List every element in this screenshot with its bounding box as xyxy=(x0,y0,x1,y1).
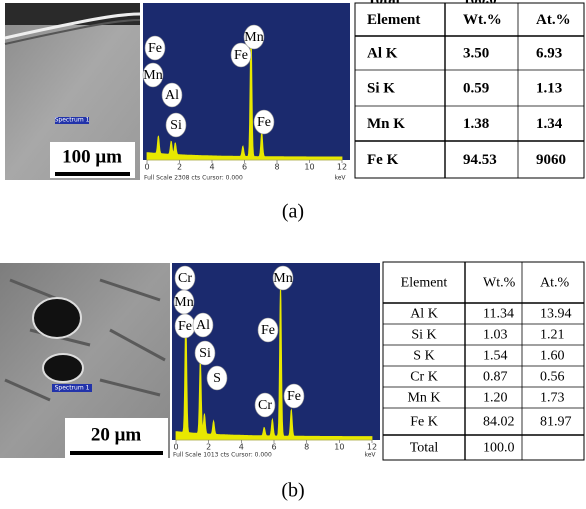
spectrum-footer: Full Scale 2308 cts Cursor: 0.000 xyxy=(144,175,243,182)
table-cell: 3.50 xyxy=(463,45,489,61)
x-tick-label: 12 xyxy=(367,443,377,452)
table-cell: 1.13 xyxy=(536,80,562,96)
table-cell: Fe K xyxy=(367,152,399,168)
x-unit: keV xyxy=(334,175,346,182)
table-cell: 1.03 xyxy=(483,328,508,343)
x-tick-label: 10 xyxy=(334,443,344,452)
table-cell: Total xyxy=(410,441,439,456)
x-tick-label: 4 xyxy=(209,163,214,172)
spectrum-marker: Spectrum 1 xyxy=(55,117,90,124)
x-tick-label: 10 xyxy=(304,163,314,172)
table-header: Wt.% xyxy=(463,12,502,28)
peak-label: Si xyxy=(199,346,211,361)
table-cell: 84.02 xyxy=(483,415,515,430)
table-cell: 1.73 xyxy=(540,391,565,406)
eds-spectrum: 0 2 4 6 8 10 12 keV Full Scale 2308 cts Cursor: … xyxy=(143,3,350,183)
table-cell: 1.20 xyxy=(483,391,508,406)
table-cell: Si K xyxy=(367,80,395,96)
table-header: Element xyxy=(367,12,420,28)
table-cell: Cr K xyxy=(410,370,438,385)
caption: (b) xyxy=(281,480,304,502)
x-tick-label: 4 xyxy=(239,443,244,452)
table-cell: Total xyxy=(367,0,400,7)
peak-label: Al xyxy=(165,88,179,103)
table-cell: Mn K xyxy=(367,116,405,132)
x-tick-label: 8 xyxy=(274,163,279,172)
table-cell: S K xyxy=(413,349,434,364)
caption: (a) xyxy=(282,201,304,223)
peak-label: Cr xyxy=(258,398,272,413)
table-header: Element xyxy=(401,276,448,291)
peak-label: Fe xyxy=(261,323,275,338)
table-cell: Mn K xyxy=(407,391,440,406)
peak-label: Mn xyxy=(143,68,162,83)
x-tick-label: 8 xyxy=(304,443,309,452)
table-cell: 0.59 xyxy=(463,80,489,96)
spectrum-footer: Full Scale 1013 cts Cursor: 0.000 xyxy=(173,452,272,459)
x-tick-label: 0 xyxy=(144,163,149,172)
table-cell: 100.0 xyxy=(463,0,497,7)
x-tick-label: 0 xyxy=(173,443,178,452)
table-cell: 100.0 xyxy=(483,441,515,456)
peak-label: Si xyxy=(170,118,182,133)
scale-bar-label: 100 μm xyxy=(62,146,122,167)
sem-image-b xyxy=(0,263,170,458)
peak-label: Mn xyxy=(174,295,193,310)
peak-label: Mn xyxy=(273,271,292,286)
x-unit: keV xyxy=(364,452,376,459)
peak-label: S xyxy=(213,371,221,386)
peak-label: Fe xyxy=(234,48,248,63)
x-tick-label: 6 xyxy=(242,163,247,172)
table-header: Wt.% xyxy=(483,276,516,291)
figure: (a)100 μmSpectrum 1024681012keVFull Scal… xyxy=(0,0,586,509)
table-cell: 1.21 xyxy=(540,328,565,343)
composition-table: Element Wt.% At.% Al K 3.50 6.93 Si K 0.59 1.13 M… xyxy=(355,0,584,178)
table-cell: Al K xyxy=(410,307,438,322)
peak-label: Fe xyxy=(148,41,162,56)
table-cell: Si K xyxy=(411,328,436,343)
table-header: At.% xyxy=(540,276,570,291)
x-tick-label: 6 xyxy=(271,443,276,452)
table-cell: 81.97 xyxy=(540,415,572,430)
table-cell: 9060 xyxy=(536,152,566,168)
peak-label: Fe xyxy=(287,389,301,404)
table-cell: 6.93 xyxy=(536,45,562,61)
table-cell: 0.56 xyxy=(540,370,565,385)
peak-label: Fe xyxy=(178,319,192,334)
spectrum-marker: Spectrum 1 xyxy=(55,385,90,392)
table-header: At.% xyxy=(536,12,571,28)
x-tick-label: 2 xyxy=(206,443,211,452)
table-cell: 94.53 xyxy=(463,152,497,168)
table-cell: 1.38 xyxy=(463,116,489,132)
table-cell: 1.60 xyxy=(540,349,565,364)
peak-label: Mn xyxy=(244,30,263,45)
table-cell: 1.34 xyxy=(536,116,563,132)
composition-table: Element Wt.% At.% Al K 11.34 13.94 Si K 1.03 1.2… xyxy=(383,262,584,460)
table-cell: Fe K xyxy=(410,415,438,430)
table-cell: 11.34 xyxy=(483,307,514,322)
x-tick-label: 12 xyxy=(337,163,347,172)
scale-bar-label: 20 μm xyxy=(91,424,142,445)
table-cell: Al K xyxy=(367,45,398,61)
table-cell: 0.87 xyxy=(483,370,508,385)
x-tick-label: 2 xyxy=(177,163,182,172)
peak-label: Al xyxy=(196,318,210,333)
table-cell: 1.54 xyxy=(483,349,508,364)
table-cell: 13.94 xyxy=(540,307,572,322)
peak-label: Cr xyxy=(178,271,192,286)
peak-label: Fe xyxy=(257,115,271,130)
